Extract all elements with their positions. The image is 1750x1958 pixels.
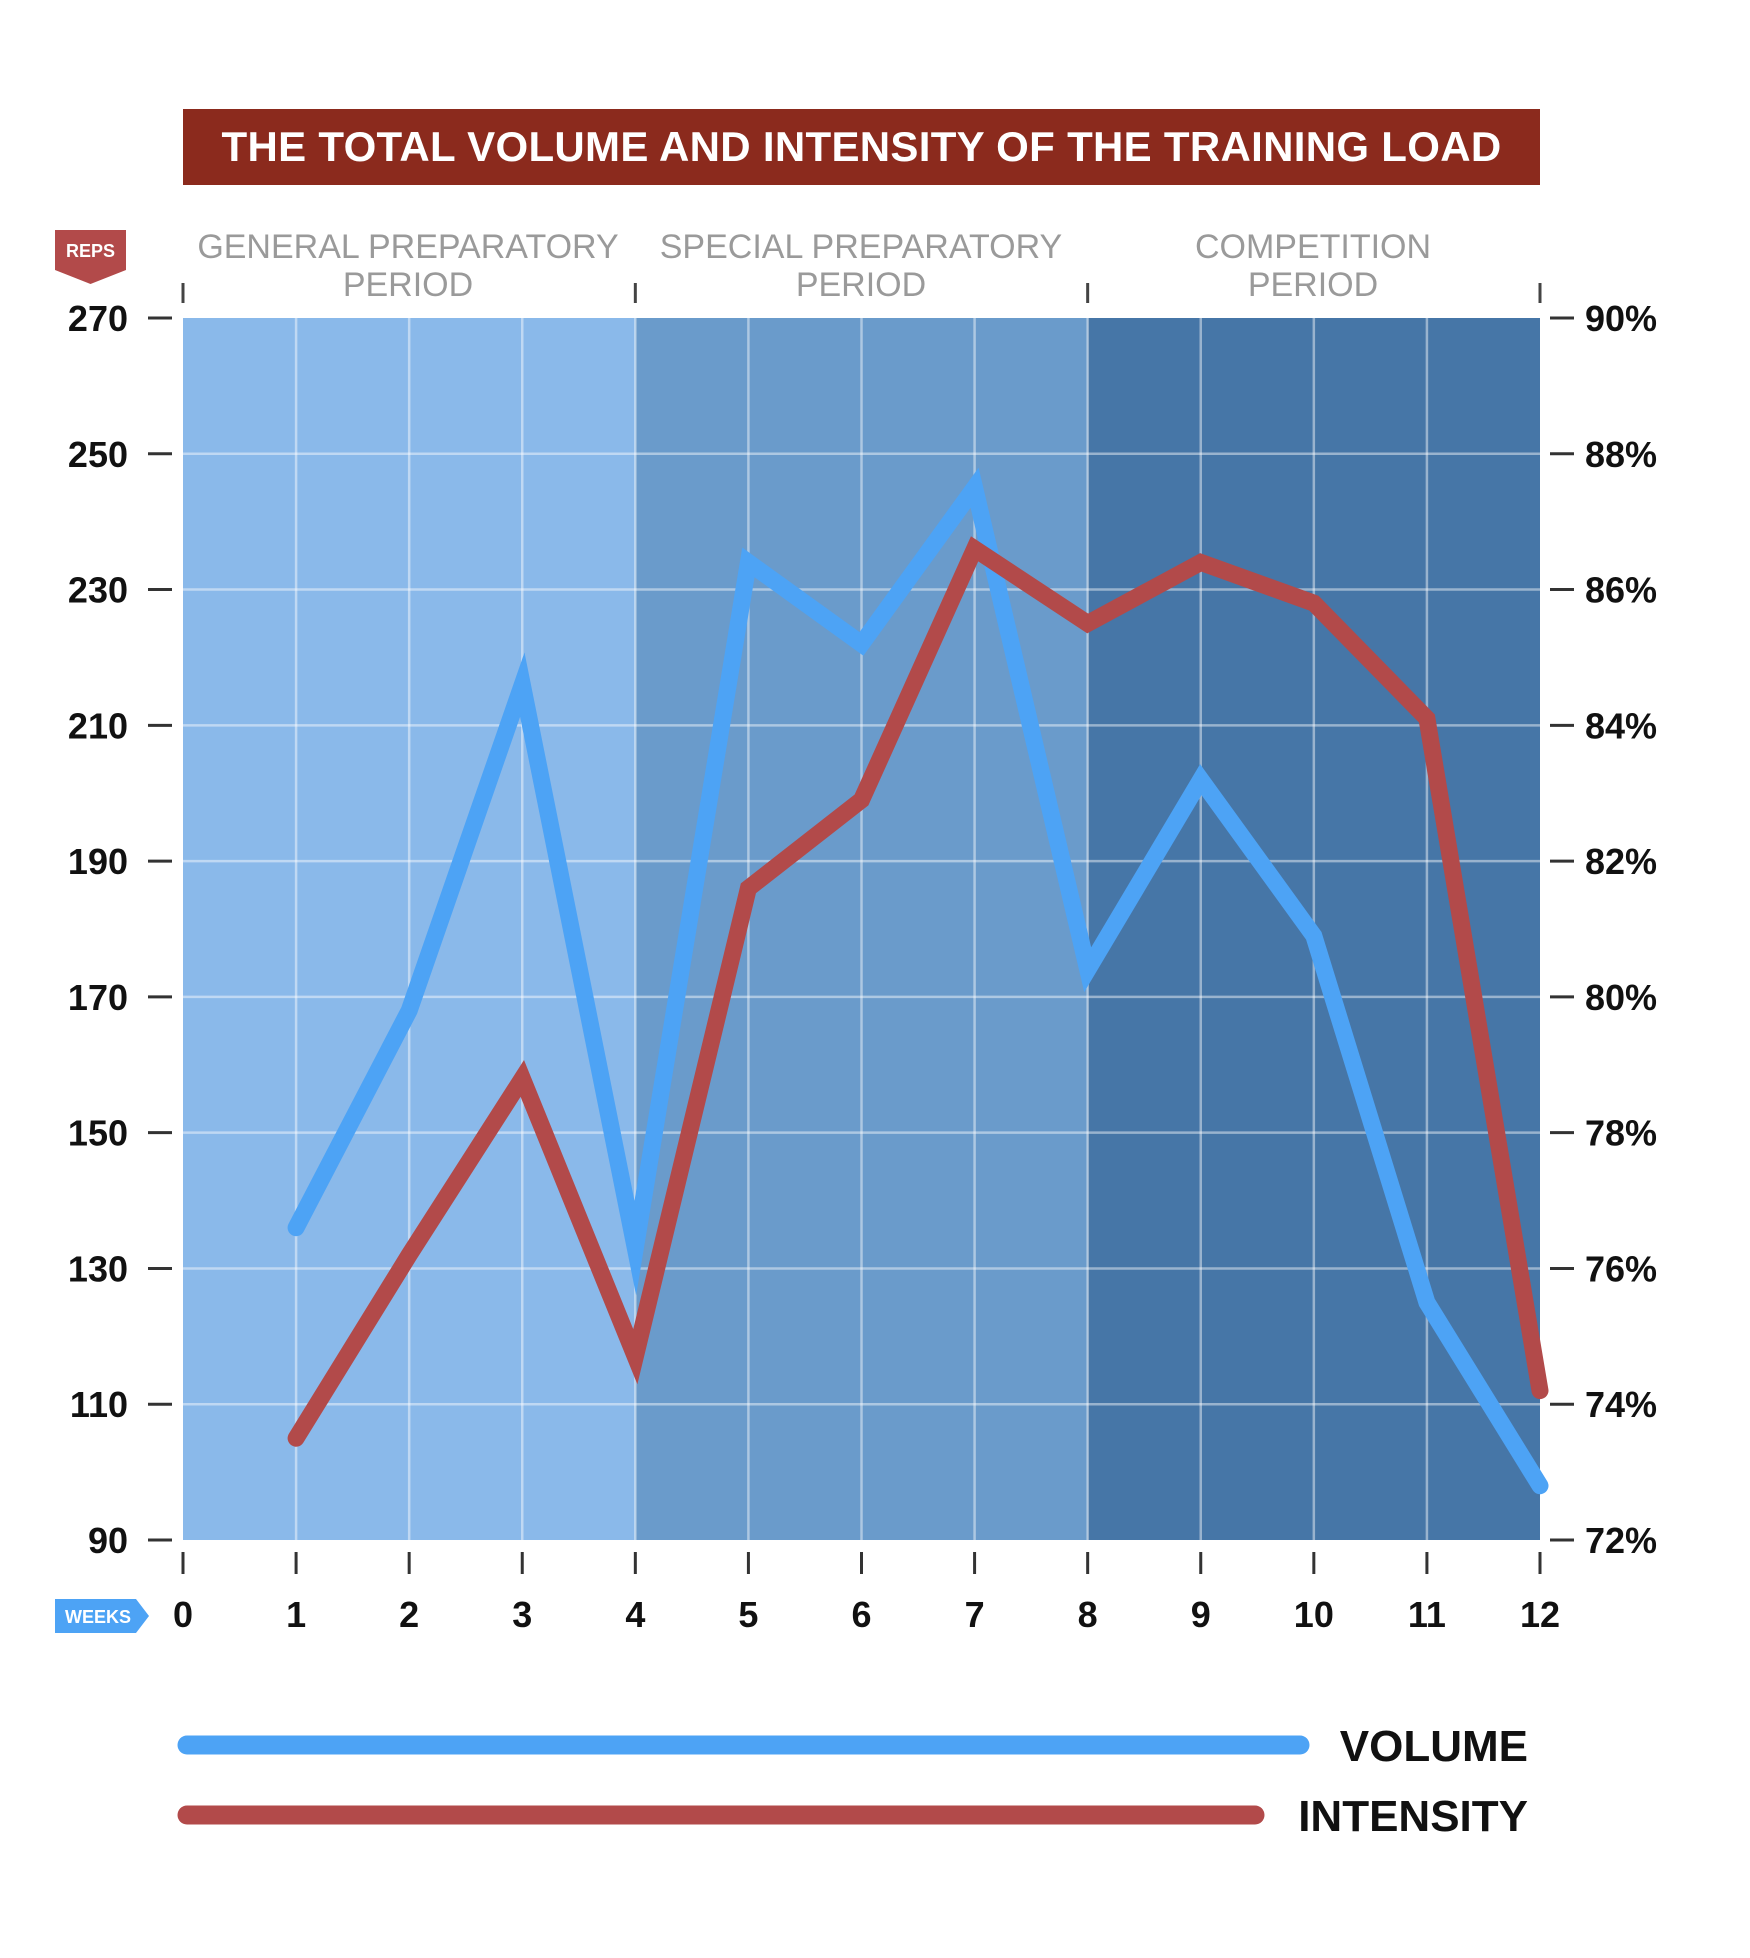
data-point-intensity xyxy=(408,1254,410,1256)
data-point-volume xyxy=(861,643,863,645)
data-point-intensity xyxy=(974,548,976,550)
data-point-intensity xyxy=(1087,623,1089,625)
y-right-tick-label: 84% xyxy=(1585,705,1657,746)
data-point-intensity xyxy=(1426,718,1428,720)
x-tick-label: 3 xyxy=(512,1594,532,1635)
period-label-competition: COMPETITION PERIOD xyxy=(1194,228,1432,304)
x-tick-label: 7 xyxy=(965,1594,985,1635)
data-point-intensity xyxy=(295,1437,297,1439)
period-band-1 xyxy=(635,318,1088,1540)
chart-title: THE TOTAL VOLUME AND INTENSITY OF THE TR… xyxy=(183,109,1540,185)
data-point-intensity xyxy=(1539,1390,1541,1392)
y-right-tick-label: 76% xyxy=(1585,1248,1657,1289)
y-left-tick-label: 90 xyxy=(88,1520,128,1561)
weeks-badge xyxy=(55,1599,149,1633)
x-tick-label: 2 xyxy=(399,1594,419,1635)
period-label-general: GENERAL PREPARATORY PERIOD xyxy=(197,228,619,304)
y-right-tick-label: 80% xyxy=(1585,977,1657,1018)
data-point-intensity xyxy=(861,799,863,801)
x-tick-label: 0 xyxy=(173,1594,193,1635)
y-right-tick-label: 82% xyxy=(1585,841,1657,882)
y-left-tick-label: 130 xyxy=(68,1248,128,1289)
x-tick-label: 8 xyxy=(1078,1594,1098,1635)
y-left-tick-label: 210 xyxy=(68,705,128,746)
data-point-volume xyxy=(521,684,523,686)
data-point-volume xyxy=(747,561,749,563)
x-tick-label: 5 xyxy=(738,1594,758,1635)
y-left-tick-label: 250 xyxy=(68,434,128,475)
y-right-tick-label: 74% xyxy=(1585,1384,1657,1425)
y-right-tick-label: 72% xyxy=(1585,1520,1657,1561)
legend-label-intensity: INTENSITY xyxy=(1298,1792,1528,1841)
data-point-volume xyxy=(634,1247,636,1249)
data-point-intensity xyxy=(747,887,749,889)
data-point-volume xyxy=(1426,1301,1428,1303)
data-point-volume xyxy=(1313,935,1315,937)
data-point-intensity xyxy=(521,1077,523,1079)
data-point-volume xyxy=(974,487,976,489)
x-tick-label: 1 xyxy=(286,1594,306,1635)
x-tick-label: 4 xyxy=(625,1594,645,1635)
period-label-special: SPECIAL PREPARATORY PERIOD xyxy=(659,228,1063,304)
y-right-tick-label: 90% xyxy=(1585,298,1657,339)
data-point-intensity xyxy=(634,1356,636,1358)
data-point-volume xyxy=(408,1009,410,1011)
data-point-intensity xyxy=(1200,561,1202,563)
y-left-tick-label: 170 xyxy=(68,977,128,1018)
reps-badge-label: REPS xyxy=(66,241,115,261)
y-left-tick-label: 190 xyxy=(68,841,128,882)
data-point-intensity xyxy=(1313,602,1315,604)
series-line-volume xyxy=(287,467,1549,1495)
y-left-tick-label: 150 xyxy=(68,1113,128,1154)
data-point-volume xyxy=(1200,779,1202,781)
series-line-intensity xyxy=(287,536,1549,1447)
y-right-tick-label: 86% xyxy=(1585,570,1657,611)
weeks-badge-label: WEEKS xyxy=(65,1607,131,1627)
y-left-tick-label: 270 xyxy=(68,298,128,339)
period-band-0 xyxy=(183,318,636,1540)
y-right-tick-label: 78% xyxy=(1585,1113,1657,1154)
x-tick-label: 6 xyxy=(851,1594,871,1635)
x-tick-label: 11 xyxy=(1408,1594,1446,1635)
data-point-volume xyxy=(295,1227,297,1229)
y-right-tick-label: 88% xyxy=(1585,434,1657,475)
y-left-tick-label: 110 xyxy=(70,1384,128,1425)
data-point-volume xyxy=(1539,1485,1541,1487)
reps-badge xyxy=(55,230,126,284)
legend-label-volume: VOLUME xyxy=(1340,1722,1528,1771)
x-tick-label: 9 xyxy=(1191,1594,1211,1635)
data-point-volume xyxy=(1087,969,1089,971)
x-tick-label: 10 xyxy=(1294,1594,1334,1635)
y-left-tick-label: 230 xyxy=(68,570,128,611)
x-tick-label: 12 xyxy=(1520,1594,1560,1635)
